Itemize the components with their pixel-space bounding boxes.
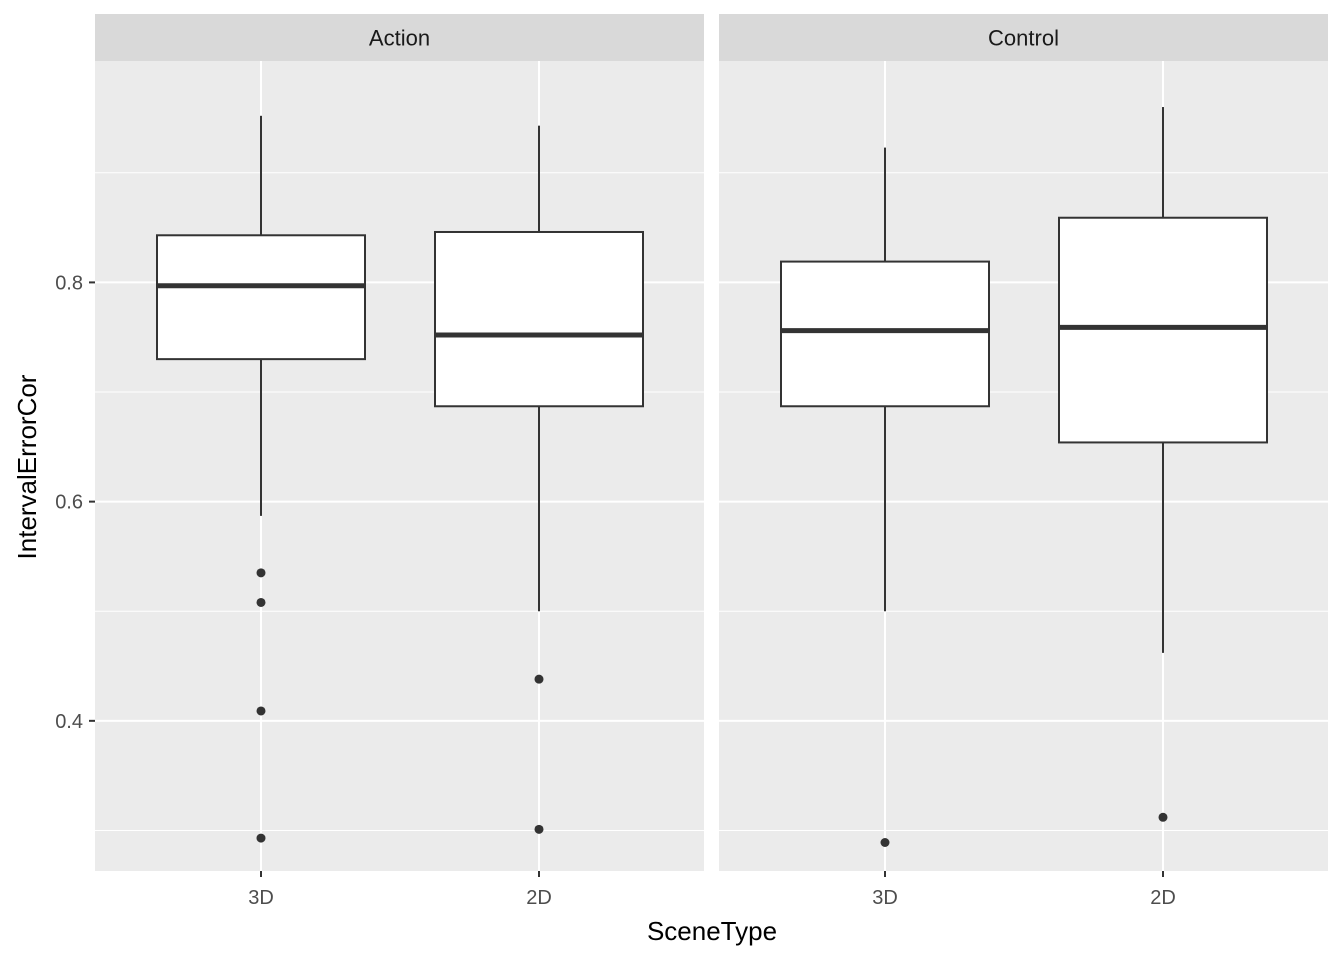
facet-panel-control: Control 3D 2D xyxy=(719,14,1328,909)
x-tick-label: 2D xyxy=(1150,887,1176,909)
box-iqr xyxy=(780,260,990,408)
x-tick-label: 3D xyxy=(248,887,274,909)
box-control-3d xyxy=(780,147,990,848)
panel-background xyxy=(95,61,704,871)
box-control-2d xyxy=(1058,107,1268,822)
outlier-point xyxy=(534,824,544,834)
facet-panel-action: Action 3D 2D xyxy=(95,14,704,909)
box-action-3d xyxy=(156,115,366,843)
y-axis-title: IntervalErrorCor xyxy=(12,374,42,559)
box-action-2d xyxy=(434,125,644,834)
y-tick-label: 0.4 xyxy=(55,711,83,733)
facet-strip-label: Control xyxy=(988,26,1059,51)
facet-strip xyxy=(719,14,1328,61)
facet-panels: Action 3D 2D Control 3D 2D xyxy=(95,14,1328,909)
outlier-point xyxy=(1158,812,1168,822)
outlier-point xyxy=(256,568,266,578)
outlier-point xyxy=(534,674,544,684)
box-iqr xyxy=(156,234,366,361)
box-iqr xyxy=(434,230,644,408)
outlier-point xyxy=(256,833,266,843)
x-axis-title: SceneType xyxy=(647,916,777,946)
outlier-point xyxy=(880,838,890,848)
facet-strip xyxy=(95,14,704,61)
x-tick-label: 3D xyxy=(872,887,898,909)
y-tick-label: 0.6 xyxy=(55,492,83,514)
x-tick-label: 2D xyxy=(526,887,552,909)
outlier-point xyxy=(256,706,266,716)
y-axis: 0.4 0.6 0.8 xyxy=(55,272,95,733)
facet-strip-label: Action xyxy=(369,26,430,51)
y-tick-label: 0.8 xyxy=(55,272,83,294)
panel-background xyxy=(719,61,1328,871)
outlier-point xyxy=(256,597,266,607)
box-iqr xyxy=(1058,216,1268,444)
